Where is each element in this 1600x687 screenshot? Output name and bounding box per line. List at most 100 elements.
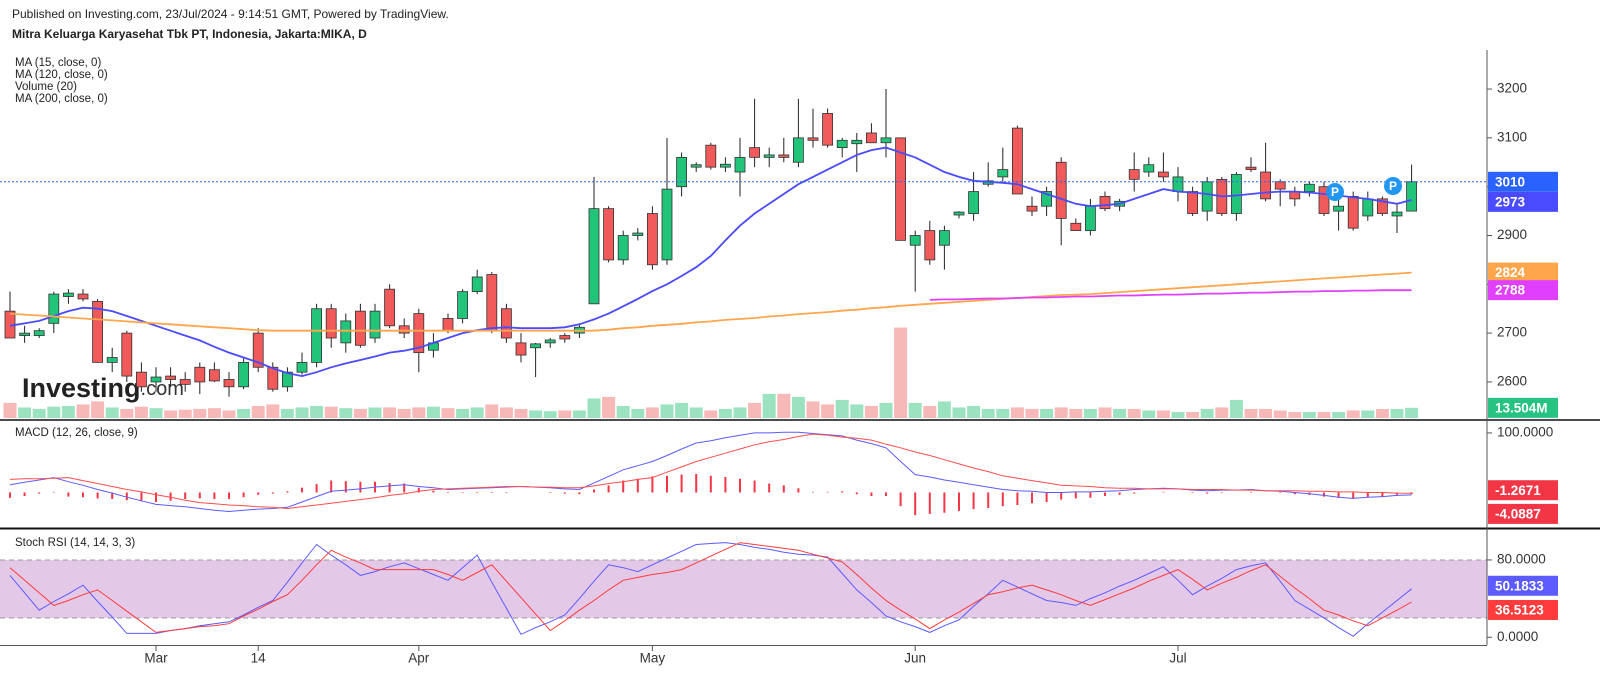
candle-body — [1128, 169, 1140, 180]
macd-histogram-bar — [155, 492, 157, 502]
volume-bar — [251, 405, 265, 418]
volume-bar — [91, 401, 105, 418]
macd-histogram-bar — [958, 492, 960, 511]
candle-body — [208, 369, 220, 382]
candle-body — [223, 379, 235, 388]
candle-body — [676, 156, 687, 188]
volume-bar — [748, 402, 762, 418]
macd-histogram-bar — [228, 492, 230, 500]
macd-histogram-bar — [1045, 492, 1048, 502]
macd-histogram-bar — [169, 492, 172, 501]
volume-bar — [660, 404, 674, 418]
macd-histogram-bar — [1366, 492, 1369, 498]
candle-body — [48, 293, 60, 324]
logo: Investing.com — [22, 373, 184, 403]
x-tick-label: May — [640, 651, 666, 666]
volume-bar — [1229, 399, 1243, 418]
legend-entry: Volume (20) — [15, 81, 77, 93]
macd-histogram-bar — [709, 475, 712, 493]
stoch-last-label: 50.1833 — [1495, 578, 1544, 593]
candle-body — [1099, 196, 1111, 210]
macd-histogram-bar — [1191, 492, 1194, 494]
volume-bar — [1215, 407, 1229, 418]
volume-bar — [193, 408, 207, 418]
volume-bar — [1346, 410, 1360, 418]
y-tick-label: 2700 — [1497, 325, 1527, 340]
macd-last-label: -1.2671 — [1495, 483, 1541, 498]
volume-last-label-box — [1488, 397, 1558, 418]
candle-body — [617, 235, 629, 261]
legend-entry: MA (120, close, 0) — [15, 69, 108, 81]
macd-histogram-bar — [257, 492, 260, 495]
candle-body — [1245, 166, 1257, 170]
macd-histogram-bar — [695, 474, 698, 493]
candle-body — [369, 310, 381, 339]
stoch-last-label: 36.5123 — [1495, 603, 1544, 618]
logo-suffix: .com — [141, 378, 184, 400]
macd-histogram-bar — [490, 492, 493, 494]
volume-bar — [1010, 407, 1024, 418]
candle-body — [1026, 205, 1038, 212]
last-price-label-box — [1488, 171, 1558, 192]
candle-body — [895, 137, 906, 241]
volume-bar — [456, 408, 470, 418]
candle-body — [632, 232, 644, 236]
y-tick-label: 100.0000 — [1497, 424, 1553, 439]
volume-bar — [32, 408, 46, 418]
macd-histogram-bar — [198, 492, 201, 499]
macd-histogram-bar — [1250, 491, 1252, 493]
candle-body — [340, 320, 352, 344]
volume-bar — [689, 407, 703, 418]
y-tick-label: 2600 — [1497, 373, 1527, 388]
macd-histogram-bar — [242, 492, 245, 498]
candle-body — [413, 313, 425, 354]
candle-body — [734, 156, 746, 173]
macd-histogram-bar — [1074, 492, 1077, 499]
candle-body — [500, 308, 512, 339]
macd-histogram-bar — [1118, 492, 1121, 495]
candle-body — [1347, 196, 1359, 229]
volume-bar — [835, 399, 849, 418]
panel-title: Stoch RSI (14, 14, 3, 3) — [15, 537, 135, 549]
event-marker — [1326, 183, 1344, 201]
candle-body — [1362, 198, 1374, 217]
candle-body — [997, 169, 1009, 178]
volume-bar — [1156, 410, 1170, 418]
candle-body — [150, 376, 162, 383]
candle-body — [1143, 164, 1155, 173]
volume-bar — [1054, 407, 1068, 418]
macd-histogram-bar — [563, 492, 566, 494]
y-tick-label: 0.0000 — [1497, 629, 1538, 644]
volume-bar — [908, 402, 922, 418]
volume-last-label: 13.504M — [1495, 400, 1548, 415]
candle-body — [1070, 222, 1082, 232]
macd-histogram-bar — [417, 487, 420, 493]
candle-body — [1406, 181, 1417, 212]
legend-entry: MA (15, close, 0) — [15, 57, 101, 69]
macd-histogram-bar — [286, 491, 289, 493]
volume-bar — [1317, 411, 1331, 418]
macd-last-label-box — [1488, 480, 1558, 501]
candle-body — [705, 144, 717, 168]
macd-histogram-bar — [666, 475, 668, 493]
ma-last-label: 2973 — [1495, 194, 1526, 209]
volume-bar — [1200, 408, 1214, 418]
macd-last-label: -4.0887 — [1495, 506, 1541, 521]
candle-body — [1274, 181, 1286, 190]
volume-bar — [1171, 411, 1185, 418]
moving-average-line — [9, 271, 1412, 332]
volume-bar — [47, 406, 61, 418]
legend-entry: MA (200, close, 0) — [15, 93, 108, 105]
candle-body — [135, 371, 147, 388]
x-tick-label: Jul — [1169, 651, 1186, 666]
stoch-last-label-box — [1488, 599, 1558, 620]
candle-body — [647, 213, 658, 266]
macd-histogram-bar — [1352, 492, 1355, 500]
candle-body — [442, 318, 454, 332]
macd-histogram-bar — [1220, 492, 1223, 494]
macd-histogram-bar — [593, 489, 595, 493]
volume-bar — [61, 405, 75, 418]
volume-bar — [1113, 408, 1127, 418]
candle-body — [121, 332, 133, 377]
